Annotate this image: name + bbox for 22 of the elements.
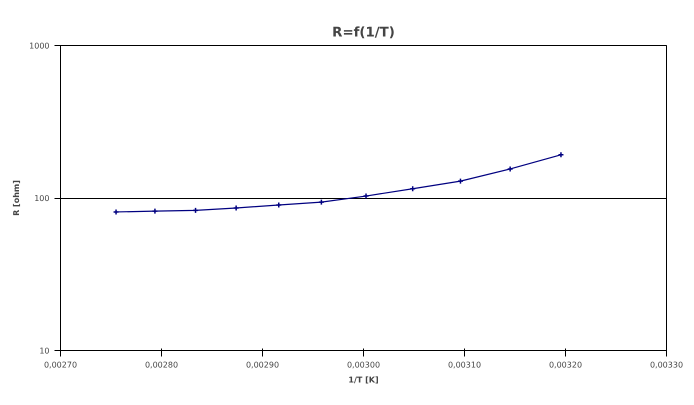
x-tick-label: 0,00310 — [448, 360, 482, 370]
x-tick-label: 0,00280 — [144, 360, 178, 370]
x-tick-label: 0,00290 — [246, 360, 280, 370]
y-axis-title: R [ohm] — [12, 180, 22, 216]
y-tick-label: 100 — [34, 194, 50, 203]
x-tick-label: 0,00300 — [346, 360, 380, 370]
y-tick-label: 10 — [39, 346, 50, 356]
x-tick-label: 0,00320 — [548, 360, 582, 370]
point — [152, 208, 158, 214]
point — [409, 185, 416, 192]
point — [318, 198, 325, 206]
x-axis-title: 1/T [K] — [348, 376, 379, 384]
x-tick-label: 0,00270 — [44, 360, 78, 370]
x-tick-label: 0,00330 — [650, 360, 684, 370]
point — [506, 166, 514, 172]
y-tick-label: 1000 — [29, 42, 50, 50]
point — [276, 202, 282, 208]
point — [192, 207, 199, 214]
point — [362, 192, 370, 200]
point — [232, 204, 240, 212]
point — [457, 178, 464, 184]
chart-title: R=f(1/T) — [332, 26, 395, 40]
